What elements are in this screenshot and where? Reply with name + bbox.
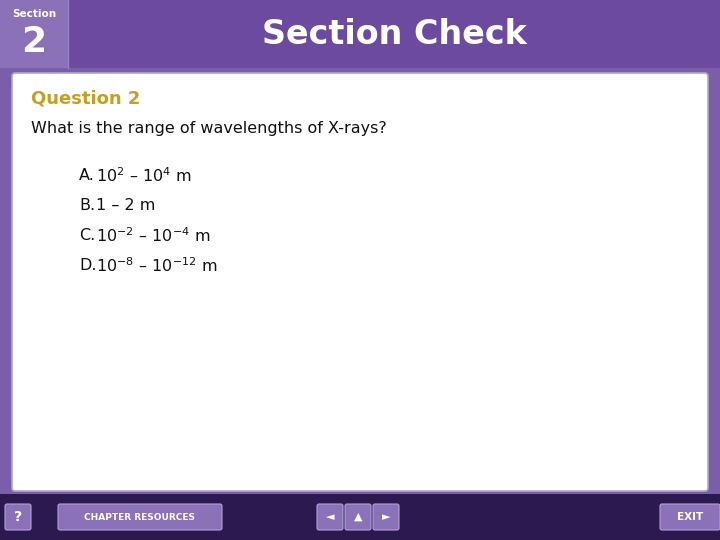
FancyBboxPatch shape — [317, 504, 343, 530]
Text: ▲: ▲ — [354, 512, 362, 522]
Text: 2: 2 — [22, 25, 47, 59]
Text: D.: D. — [79, 259, 96, 273]
FancyBboxPatch shape — [58, 504, 222, 530]
FancyBboxPatch shape — [0, 0, 68, 68]
Text: ?: ? — [14, 510, 22, 524]
Text: A.: A. — [79, 168, 95, 184]
Text: $\mathregular{10^2}$ – $\mathregular{10^4}$ m: $\mathregular{10^2}$ – $\mathregular{10^… — [96, 167, 192, 185]
Text: 1 – 2 m: 1 – 2 m — [96, 199, 156, 213]
FancyBboxPatch shape — [0, 0, 720, 68]
Text: $\mathregular{10^{-8}}$ – $\mathregular{10^{-12}}$ m: $\mathregular{10^{-8}}$ – $\mathregular{… — [96, 256, 217, 275]
FancyBboxPatch shape — [5, 504, 31, 530]
Text: ◄: ◄ — [325, 512, 334, 522]
Text: ►: ► — [382, 512, 390, 522]
FancyBboxPatch shape — [373, 504, 399, 530]
Text: What is the range of wavelengths of X-rays?: What is the range of wavelengths of X-ra… — [31, 120, 387, 136]
FancyBboxPatch shape — [0, 68, 720, 494]
FancyBboxPatch shape — [345, 504, 371, 530]
Text: CHAPTER RESOURCES: CHAPTER RESOURCES — [84, 512, 196, 522]
Text: C.: C. — [79, 228, 95, 244]
FancyBboxPatch shape — [0, 494, 720, 540]
Text: EXIT: EXIT — [677, 512, 703, 522]
FancyBboxPatch shape — [660, 504, 720, 530]
Text: Section: Section — [12, 9, 56, 19]
Text: B.: B. — [79, 199, 95, 213]
Text: $\mathregular{10^{-2}}$ – $\mathregular{10^{-4}}$ m: $\mathregular{10^{-2}}$ – $\mathregular{… — [96, 227, 210, 245]
FancyBboxPatch shape — [12, 73, 708, 491]
Text: Section Check: Section Check — [261, 17, 526, 51]
Text: Question 2: Question 2 — [31, 89, 140, 107]
